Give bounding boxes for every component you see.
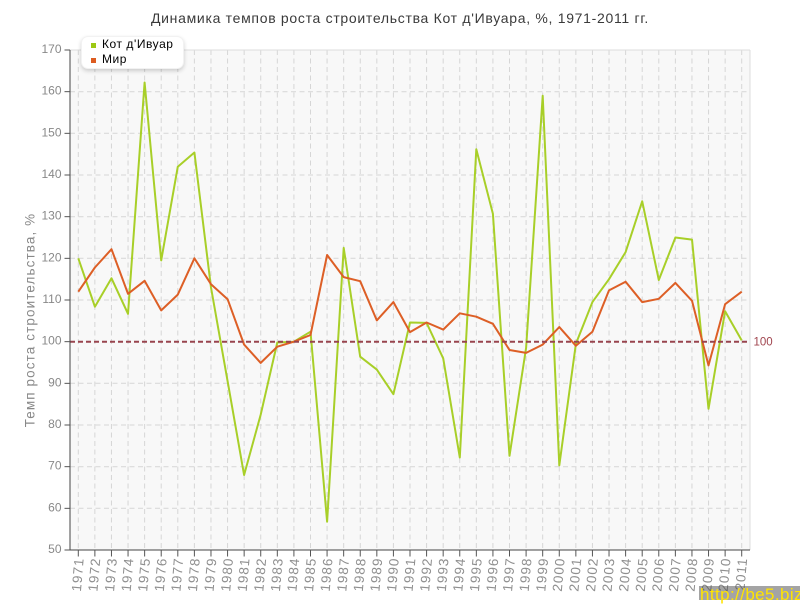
svg-text:2006: 2006 [649,557,667,592]
svg-text:1987: 1987 [334,557,352,592]
svg-text:1972: 1972 [85,557,103,592]
svg-text:Динамика темпов роста строител: Динамика темпов роста строительства Кот … [151,10,649,26]
svg-text:2001: 2001 [566,557,584,592]
svg-text:2004: 2004 [616,557,634,592]
svg-text:1992: 1992 [417,557,435,592]
svg-text:2009: 2009 [699,557,717,592]
svg-text:1999: 1999 [533,557,551,592]
svg-text:1998: 1998 [517,557,535,592]
svg-text:2011: 2011 [732,557,750,591]
svg-text:170: 170 [41,42,61,56]
svg-text:1982: 1982 [251,557,269,592]
svg-text:1977: 1977 [168,557,186,592]
svg-text:2000: 2000 [550,557,568,592]
svg-text:1986: 1986 [318,557,336,592]
svg-text:1981: 1981 [235,557,253,592]
svg-text:120: 120 [41,250,61,264]
svg-text:60: 60 [48,500,62,514]
svg-text:2007: 2007 [666,557,684,592]
svg-text:1984: 1984 [284,557,302,592]
svg-text:2005: 2005 [633,557,651,592]
svg-text:1975: 1975 [135,557,153,592]
svg-text:1973: 1973 [102,557,120,592]
svg-text:100: 100 [754,337,773,349]
svg-text:1980: 1980 [218,557,236,592]
svg-text:2010: 2010 [716,557,734,592]
svg-text:1988: 1988 [351,557,369,592]
svg-text:1974: 1974 [119,557,137,592]
svg-text:160: 160 [41,84,61,98]
svg-text:80: 80 [48,417,62,431]
svg-text:1978: 1978 [185,557,203,592]
svg-text:1989: 1989 [367,557,385,592]
svg-text:90: 90 [48,375,62,389]
svg-text:70: 70 [48,459,62,473]
svg-text:2008: 2008 [683,557,701,592]
svg-text:1979: 1979 [202,557,220,592]
svg-text:1990: 1990 [384,557,402,592]
svg-text:130: 130 [41,209,61,223]
svg-text:1994: 1994 [450,557,468,592]
svg-text:Темп роста строительства, %: Темп роста строительства, % [23,213,38,428]
svg-text:150: 150 [41,125,61,139]
svg-text:1976: 1976 [152,557,170,592]
svg-text:110: 110 [42,292,61,306]
svg-text:1971: 1971 [69,557,87,592]
svg-text:2002: 2002 [583,557,601,592]
svg-text:1993: 1993 [434,557,452,592]
svg-text:1985: 1985 [301,557,319,592]
svg-text:2003: 2003 [600,557,618,592]
svg-text:50: 50 [48,542,62,556]
svg-text:1991: 1991 [401,557,419,592]
svg-text:1996: 1996 [484,557,502,592]
svg-text:1983: 1983 [268,557,286,592]
svg-text:100: 100 [41,334,61,348]
svg-text:140: 140 [41,167,61,181]
svg-text:1995: 1995 [467,557,485,592]
svg-text:1997: 1997 [500,557,518,592]
